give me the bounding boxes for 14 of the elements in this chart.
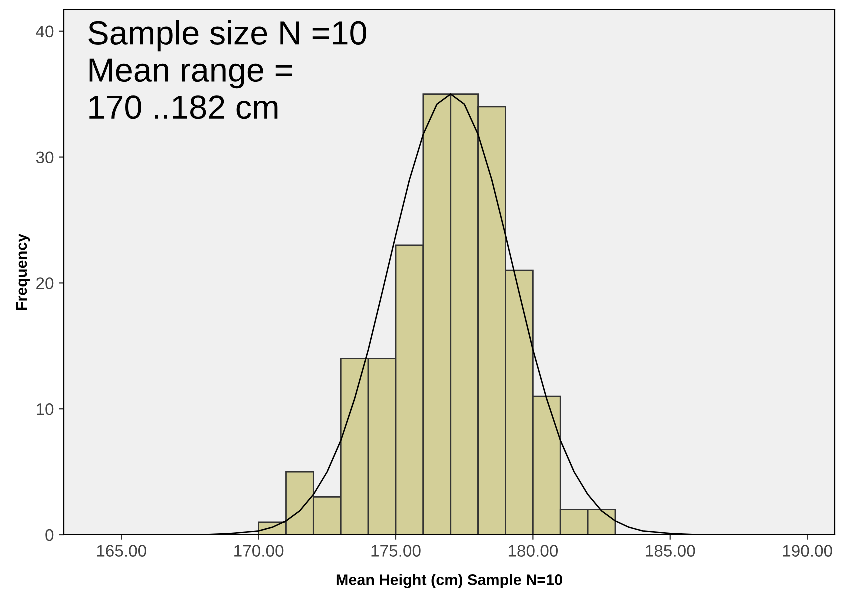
x-tick-label: 190.00 — [783, 545, 832, 557]
annotation: Sample size N =10 Mean range = 170 ..182 cm — [88, 20, 367, 120]
y-tick-label: 20 — [36, 278, 54, 290]
x-axis-title: Mean Height (cm) Sample N=10 — [336, 574, 562, 588]
x-tick-label: 165.00 — [97, 545, 146, 557]
x-tick-label: 170.00 — [234, 545, 284, 557]
y-tick-label: 10 — [37, 404, 54, 416]
y-tick-label: 0 — [46, 529, 54, 542]
y-tick-label: 40 — [36, 26, 54, 38]
x-tick-label: 185.00 — [646, 545, 696, 557]
y-tick-label: 30 — [36, 152, 54, 164]
y-axis-title: Frequency — [16, 234, 30, 310]
x-tick-label: 180.00 — [508, 545, 558, 557]
x-tick-label: 175.00 — [372, 545, 421, 557]
